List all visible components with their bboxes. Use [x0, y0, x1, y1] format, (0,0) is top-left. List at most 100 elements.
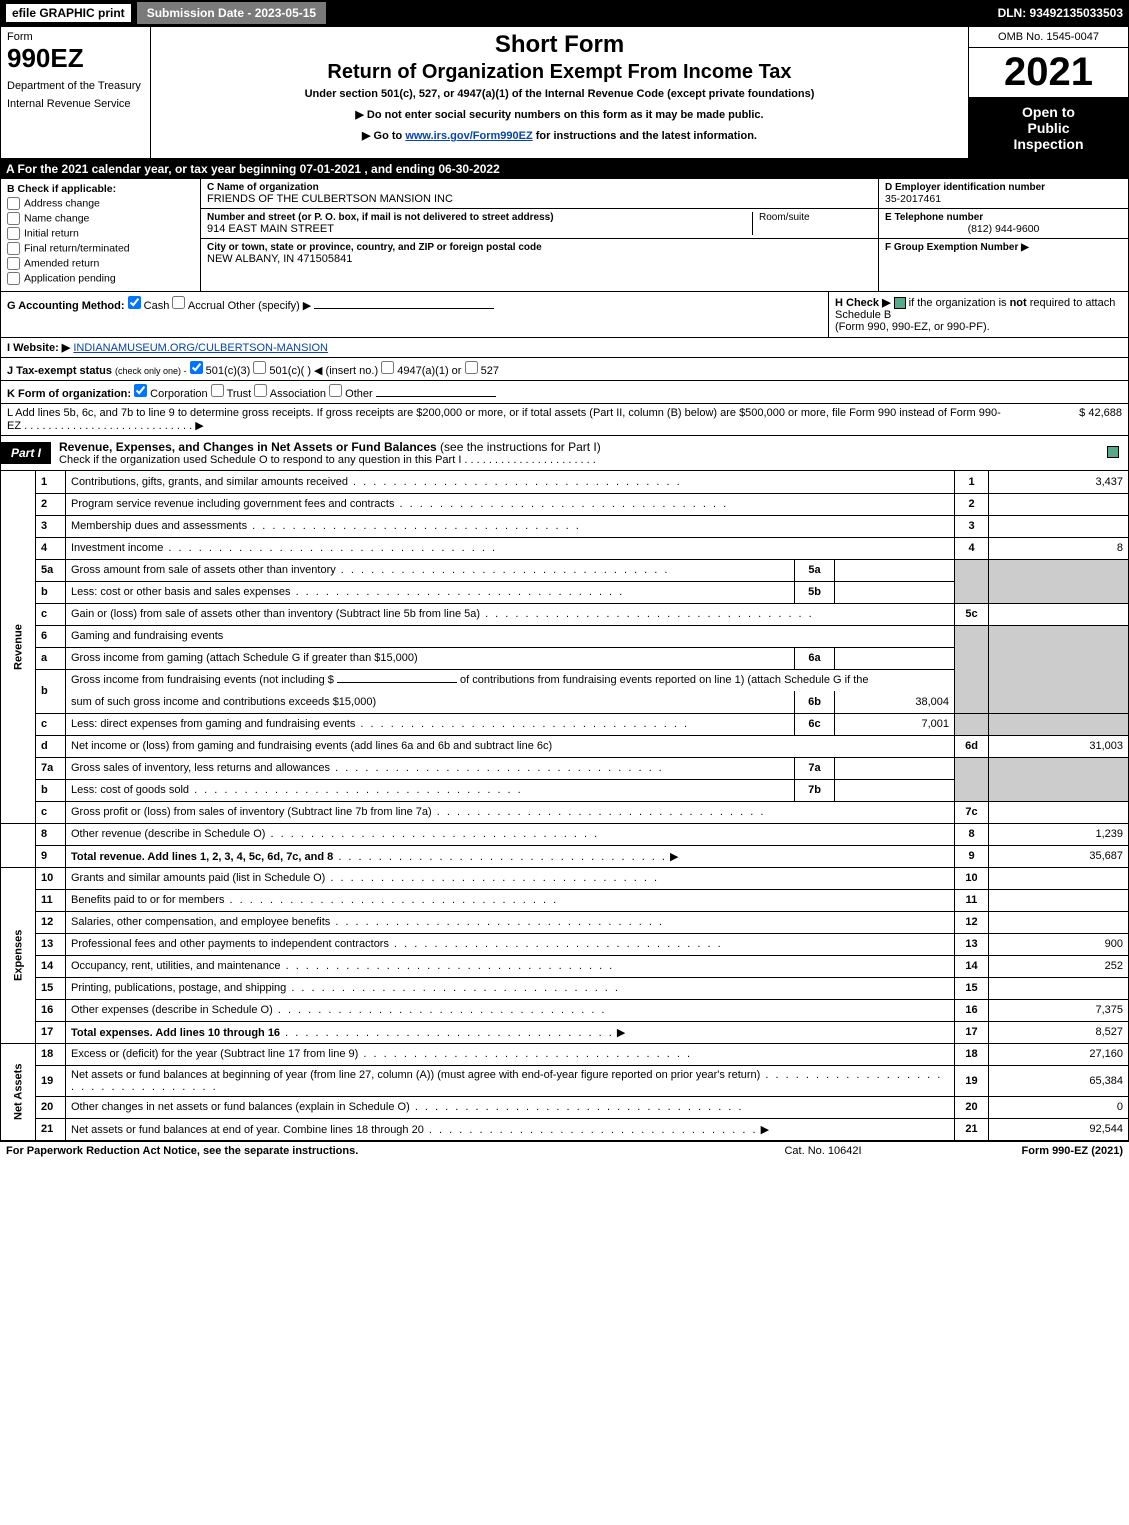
e-tel-value: (812) 944-9600: [885, 223, 1122, 235]
row-a-calendar-year: A For the 2021 calendar year, or tax yea…: [0, 159, 1129, 179]
irs-link[interactable]: www.irs.gov/Form990EZ: [405, 130, 532, 142]
cb-other-org[interactable]: [329, 384, 342, 397]
cb-initial-return[interactable]: [7, 227, 20, 240]
l3-ln: 3: [955, 515, 989, 537]
d-ein-label: D Employer identification number: [885, 182, 1122, 193]
l9-num: 9: [36, 845, 66, 867]
c-room-label: Room/suite: [752, 212, 872, 235]
cb-trust[interactable]: [211, 384, 224, 397]
row-i: I Website: ▶ INDIANAMUSEUM.ORG/CULBERTSO…: [0, 338, 1129, 358]
open-line-3: Inspection: [973, 136, 1124, 152]
note-goto: ▶ Go to www.irs.gov/Form990EZ for instru…: [159, 129, 960, 142]
part-1-tag: Part I: [1, 442, 51, 464]
l5c-ln: 5c: [955, 603, 989, 625]
l18-desc-text: Excess or (deficit) for the year (Subtra…: [71, 1048, 358, 1060]
h-text2: if the organization is: [909, 297, 1010, 309]
cb-501c3[interactable]: [190, 361, 203, 374]
l6b-pre: Gross income from fundraising events (no…: [71, 674, 334, 686]
l13-desc-text: Professional fees and other payments to …: [71, 938, 389, 950]
l6b-blank: [337, 682, 457, 683]
l7b-desc: Less: cost of goods sold: [66, 779, 795, 801]
lbl-other: Other (specify) ▶: [228, 300, 312, 312]
l5b-subval: [835, 581, 955, 603]
cb-4947[interactable]: [381, 361, 394, 374]
efile-label[interactable]: efile GRAPHIC print: [6, 4, 131, 22]
l7c-ln: 7c: [955, 801, 989, 823]
l6d-desc: Net income or (loss) from gaming and fun…: [66, 735, 955, 757]
l5b-desc: Less: cost or other basis and sales expe…: [66, 581, 795, 603]
cb-address-change[interactable]: [7, 197, 20, 210]
cb-527[interactable]: [465, 361, 478, 374]
lbl-application-pending: Application pending: [24, 272, 116, 284]
goto-post: for instructions and the latest informat…: [533, 130, 757, 142]
l19-desc-text: Net assets or fund balances at beginning…: [71, 1069, 760, 1081]
l5b-num: b: [36, 581, 66, 603]
part-1-title-text: Revenue, Expenses, and Changes in Net As…: [59, 440, 437, 454]
cb-application-pending[interactable]: [7, 272, 20, 285]
l14-val: 252: [989, 955, 1129, 977]
l21-ln: 21: [955, 1118, 989, 1140]
l1-ln: 1: [955, 471, 989, 493]
l9-desc: Total revenue. Add lines 1, 2, 3, 4, 5c,…: [66, 845, 955, 867]
l7a-num: 7a: [36, 757, 66, 779]
l11-desc: Benefits paid to or for members: [66, 889, 955, 911]
l15-ln: 15: [955, 977, 989, 999]
top-bar: efile GRAPHIC print Submission Date - 20…: [0, 0, 1129, 26]
h-not: not: [1010, 297, 1027, 309]
l7b-num: b: [36, 779, 66, 801]
h-label: H Check ▶: [835, 297, 891, 309]
l3-num: 3: [36, 515, 66, 537]
cb-schedule-b[interactable]: [894, 297, 906, 309]
side-net-assets: Net Assets: [1, 1043, 36, 1140]
c-city-label: City or town, state or province, country…: [207, 242, 872, 253]
l20-desc-text: Other changes in net assets or fund bala…: [71, 1101, 410, 1113]
cb-final-return[interactable]: [7, 242, 20, 255]
l7b-desc-text: Less: cost of goods sold: [71, 784, 189, 796]
cb-accrual[interactable]: [172, 296, 185, 309]
cb-cash[interactable]: [128, 296, 141, 309]
form-number: 990EZ: [7, 43, 144, 74]
l5a-desc: Gross amount from sale of assets other t…: [66, 559, 795, 581]
l15-desc: Printing, publications, postage, and shi…: [66, 977, 955, 999]
l8-val: 1,239: [989, 823, 1129, 845]
l12-num: 12: [36, 911, 66, 933]
lbl-cash: Cash: [144, 300, 170, 312]
c-city-value: NEW ALBANY, IN 471505841: [207, 253, 872, 265]
lbl-address-change: Address change: [24, 197, 100, 209]
l6a-desc: Gross income from gaming (attach Schedul…: [66, 647, 795, 669]
footer-left: For Paperwork Reduction Act Notice, see …: [6, 1145, 723, 1157]
c-street-value: 914 EAST MAIN STREET: [207, 223, 752, 235]
l5c-val: [989, 603, 1129, 625]
cb-association[interactable]: [254, 384, 267, 397]
under-section: Under section 501(c), 527, or 4947(a)(1)…: [159, 88, 960, 100]
l18-ln: 18: [955, 1043, 989, 1065]
l4-val: 8: [989, 537, 1129, 559]
website-link[interactable]: INDIANAMUSEUM.ORG/CULBERTSON-MANSION: [73, 342, 328, 354]
j-label: J Tax-exempt status: [7, 365, 112, 377]
l19-val: 65,384: [989, 1065, 1129, 1096]
side-expenses: Expenses: [1, 867, 36, 1043]
l5b-sub: 5b: [795, 581, 835, 603]
header-center: Short Form Return of Organization Exempt…: [151, 27, 968, 158]
lbl-association: Association: [270, 388, 326, 400]
cb-501c[interactable]: [253, 361, 266, 374]
l-text: L Add lines 5b, 6c, and 7b to line 9 to …: [7, 407, 1002, 432]
footer-post: (2021): [1088, 1145, 1123, 1157]
dln: DLN: 93492135033503: [998, 6, 1123, 20]
l13-ln: 13: [955, 933, 989, 955]
i-label: I Website: ▶: [7, 342, 70, 354]
j-sub: (check only one) -: [115, 366, 187, 376]
cb-corporation[interactable]: [134, 384, 147, 397]
k-label: K Form of organization:: [7, 388, 131, 400]
l16-ln: 16: [955, 999, 989, 1021]
l12-desc: Salaries, other compensation, and employ…: [66, 911, 955, 933]
cb-schedule-o[interactable]: [1107, 446, 1119, 458]
l19-num: 19: [36, 1065, 66, 1096]
l21-desc-text: Net assets or fund balances at end of ye…: [71, 1124, 424, 1136]
cb-name-change[interactable]: [7, 212, 20, 225]
l6c-subval: 7,001: [835, 713, 955, 735]
cb-amended-return[interactable]: [7, 257, 20, 270]
l6c-num: c: [36, 713, 66, 735]
footer-bold: 990-EZ: [1052, 1145, 1088, 1157]
l17-val: 8,527: [989, 1021, 1129, 1043]
